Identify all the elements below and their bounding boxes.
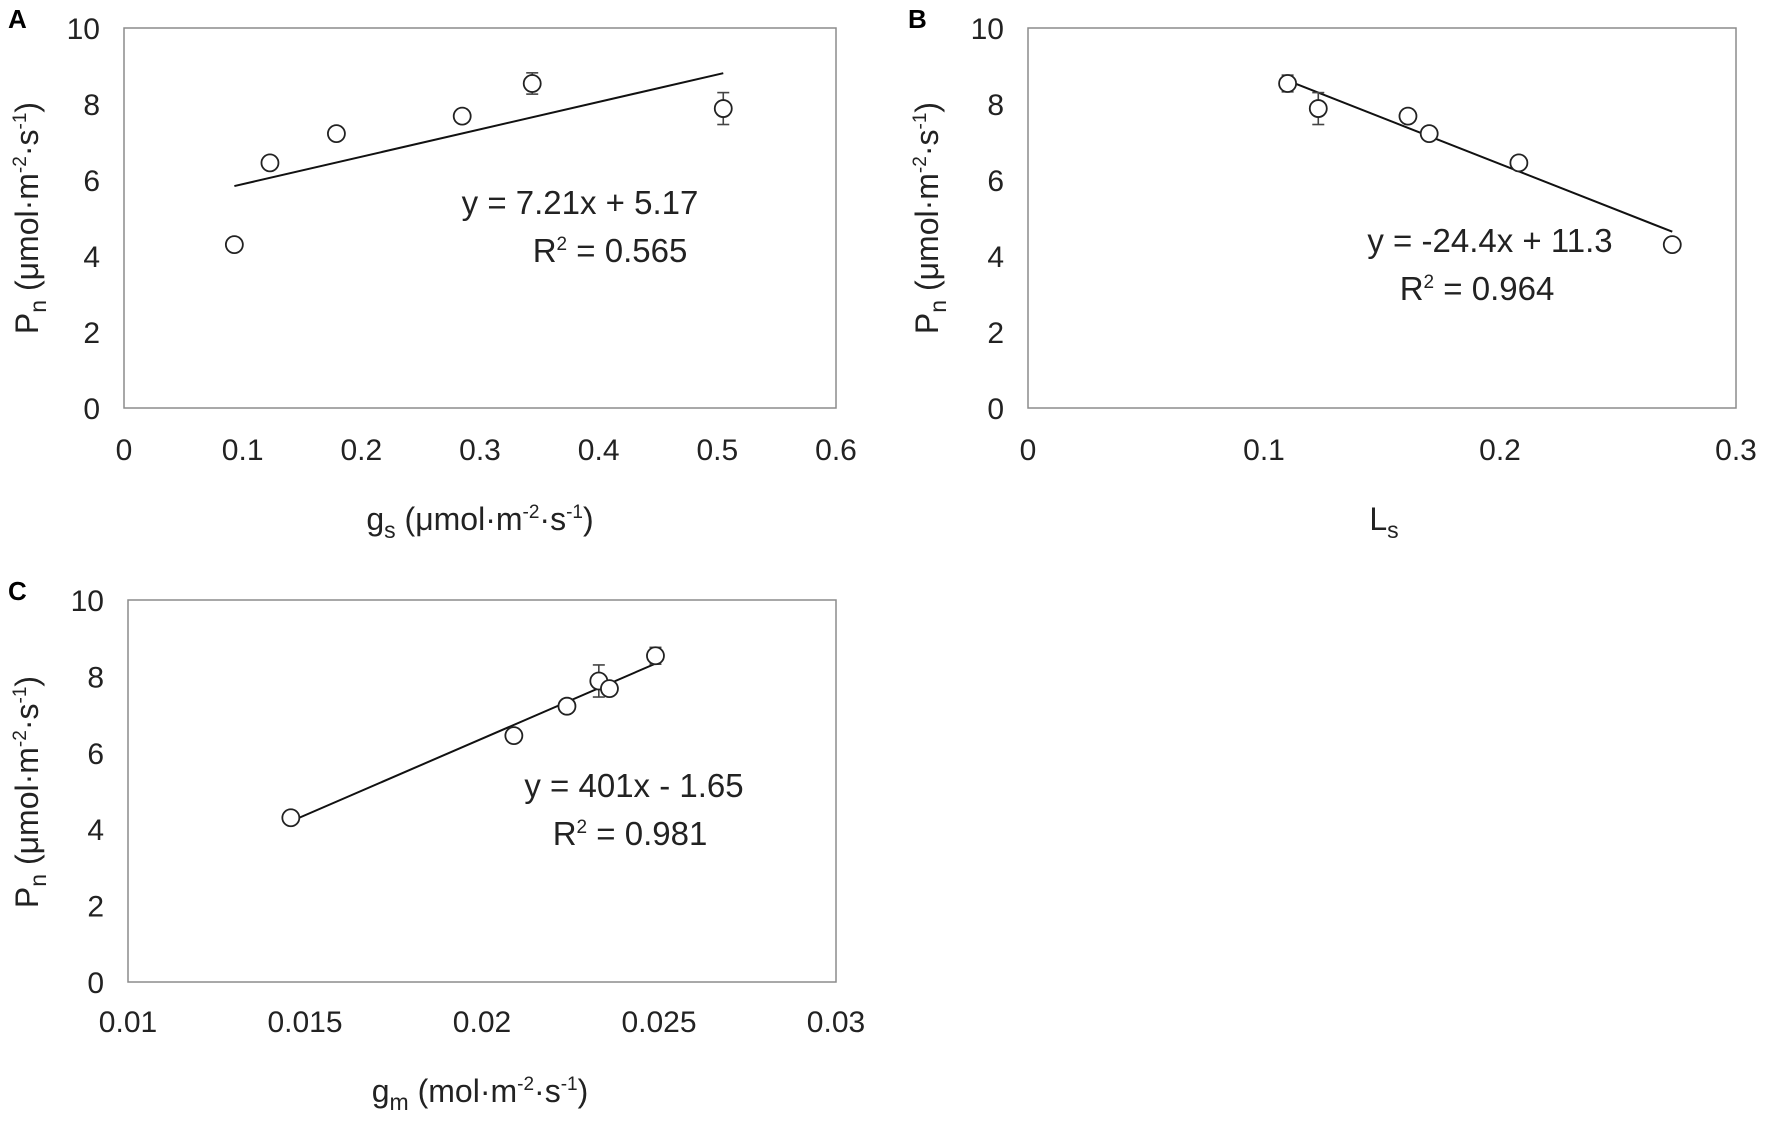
data-point [1662,235,1682,255]
y-tick-label: 4 [87,814,104,847]
y-tick-label: 0 [987,393,1004,426]
x-axis-label: gm (mol·m-2·s-1) [372,1073,589,1115]
panel-letter: B [908,4,927,34]
r-squared: R2 = 0.964 [1400,270,1555,307]
data-point [1308,99,1328,118]
regression-equation: y = 401x - 1.65 [524,767,743,804]
svg-text:Pn (μmol·m-2·s-1): Pn (μmol·m-2·s-1) [9,102,51,334]
y-tick-label: 4 [83,241,100,274]
x-tick-label: 0.2 [340,434,382,467]
data-point [1509,153,1529,173]
x-tick-label: 0.025 [621,1006,696,1039]
x-tick-label: 0.03 [807,1006,865,1039]
y-axis-label: Pn (μmol·m-2·s-1) [9,676,51,908]
x-tick-label: 0.015 [267,1006,342,1039]
panel-b: B Pn (μmol·m-2·s-1) Ls y = -24.4x + 11.3… [908,4,1757,543]
y-tick-label: 2 [987,317,1004,350]
plot-area [127,599,837,983]
data-point [1278,74,1297,93]
x-tick-label: 0.4 [578,434,620,467]
plot-area [1027,27,1737,409]
y-tick-label: 6 [87,738,104,771]
x-tick-label: 0.01 [99,1006,157,1039]
plot-area [123,27,837,409]
x-axis-label: gs (μmol·m-2·s-1) [366,501,593,543]
x-tick-label: 0 [1020,434,1037,467]
x-tick-label: 0.3 [1715,434,1757,467]
x-tick-label: 0.6 [815,434,857,467]
x-tick-label: 0.1 [1243,434,1285,467]
data-point [522,74,542,93]
data-point [1419,124,1439,144]
y-tick-label: 6 [83,165,100,198]
data-point [713,99,733,118]
panel-a: A Pn (μmol·m-2·s-1) gs (μmol·m-2·s-1) y … [8,4,857,543]
y-tick-label: 2 [83,317,100,350]
data-point [260,153,280,173]
chart-marks: 0 2 4 6 8 10 0.01 0.015 0.02 0.025 0.03 [71,585,866,1039]
data-point [504,726,524,746]
trendline [234,72,724,188]
r-squared: R2 = 0.565 [533,232,688,269]
regression-equation: y = -24.4x + 11.3 [1367,222,1612,259]
r-squared: R2 = 0.981 [553,815,708,852]
y-tick-label: 8 [83,89,100,122]
data-point [327,124,346,144]
x-tick-label: 0.02 [453,1006,511,1039]
y-tick-label: 8 [87,661,104,694]
data-point [557,696,577,716]
y-axis-label: Pn (μmol·m-2·s-1) [909,102,951,334]
y-tick-label: 0 [83,393,100,426]
data-point [646,646,665,666]
trendline [1287,79,1673,233]
panel-letter: C [8,576,27,606]
y-tick-label: 6 [987,165,1004,198]
panel-c: C Pn (μmol·m-2·s-1) gm (mol·m-2·s-1) y =… [8,576,865,1115]
x-tick-label: 0.5 [696,434,738,467]
data-point [224,235,244,255]
y-tick-label: 10 [71,585,104,618]
y-tick-label: 2 [87,891,104,924]
regression-equation: y = 7.21x + 5.17 [462,184,699,221]
y-tick-label: 4 [987,241,1004,274]
x-tick-label: 0.1 [222,434,264,467]
panel-letter: A [8,4,27,34]
y-axis-label: Pn (μmol·m-2·s-1) [9,102,51,334]
trendline [290,662,656,823]
svg-text:Pn (μmol·m-2·s-1): Pn (μmol·m-2·s-1) [9,676,51,908]
chart-marks: 0 2 4 6 8 10 0 0.1 0.2 0.3 [971,13,1757,467]
x-tick-label: 0.2 [1479,434,1521,467]
data-point [600,679,619,699]
y-tick-label: 10 [67,13,100,46]
x-tick-label: 0.3 [459,434,501,467]
y-tick-label: 8 [987,89,1004,122]
x-axis-label: Ls [1369,501,1398,543]
data-point [1398,106,1418,126]
y-tick-label: 10 [971,13,1004,46]
data-point [452,106,472,126]
y-tick-label: 0 [87,967,104,1000]
x-tick-label: 0 [116,434,133,467]
data-point [281,808,301,828]
svg-text:Pn (μmol·m-2·s-1): Pn (μmol·m-2·s-1) [909,102,951,334]
chart-marks: 0 2 4 6 8 10 0 0.1 0.2 0.3 0.4 0.5 0.6 [67,13,857,467]
